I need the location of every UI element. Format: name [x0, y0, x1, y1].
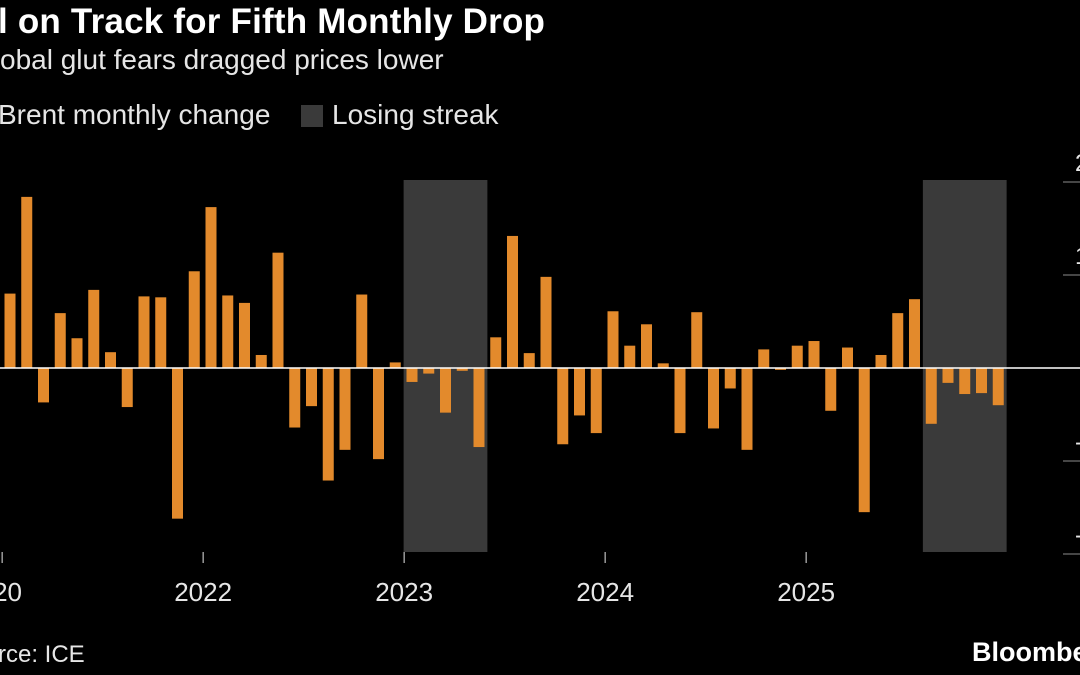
bar-2023-06 — [490, 337, 502, 368]
bar-2022-03 — [239, 302, 250, 368]
bar-2021-10 — [155, 297, 167, 368]
bloomberg-logo: Bloombe — [972, 637, 1080, 667]
bar-2021-07 — [105, 352, 116, 368]
bar-2022-06 — [289, 368, 301, 428]
bar-2025-08 — [925, 368, 937, 424]
bar-2022-04 — [255, 354, 267, 368]
chart-title: l on Track for Fifth Monthly Drop — [0, 2, 546, 41]
bar-2021-05 — [71, 338, 83, 368]
bar-2022-12 — [389, 362, 401, 368]
bar-2025-02 — [825, 368, 837, 411]
source-note: rce: ICE — [0, 641, 85, 668]
bar-2023-01 — [406, 368, 418, 382]
y-tick-label: -2 — [1075, 522, 1080, 549]
bar-2025-10 — [959, 368, 971, 395]
bar-2025-05 — [875, 354, 887, 368]
x-tick-label: 2023 — [375, 577, 433, 607]
bar-2021-11 — [172, 368, 183, 519]
bar-2021-01 — [4, 293, 16, 368]
bar-2025-09 — [942, 368, 954, 383]
bar-2022-01 — [205, 207, 217, 368]
bar-2022-11 — [373, 368, 384, 460]
bar-2024-11 — [775, 368, 786, 370]
x-tick-label: 2024 — [576, 577, 634, 607]
bar-2021-03 — [38, 368, 49, 403]
bar-2025-01 — [808, 341, 820, 368]
legend-label-monthly-change: Brent monthly change — [0, 99, 271, 130]
bar-2023-04 — [456, 368, 468, 371]
bar-2024-07 — [708, 368, 719, 429]
bar-2025-04 — [858, 368, 870, 513]
bar-2024-06 — [691, 312, 703, 368]
bar-2023-08 — [523, 353, 535, 368]
x-tick-label: 2025 — [777, 577, 835, 607]
bar-2024-01 — [607, 311, 619, 368]
losing-streak-region-1 — [403, 180, 488, 552]
bar-2023-11 — [574, 368, 585, 416]
bar-2024-03 — [641, 324, 652, 368]
bar-2023-02 — [423, 368, 435, 374]
bar-2022-07 — [306, 368, 317, 407]
legend-swatch-losing-streak — [301, 105, 323, 127]
bar-2024-04 — [657, 363, 669, 368]
bar-2025-07 — [909, 299, 920, 368]
bar-2023-07 — [507, 235, 518, 368]
bar-2025-12 — [992, 368, 1004, 406]
bar-2025-11 — [976, 368, 987, 394]
bar-2023-03 — [440, 368, 451, 413]
bar-2021-04 — [54, 313, 66, 368]
bar-2022-05 — [272, 252, 284, 368]
bar-2023-09 — [540, 276, 552, 368]
bar-2023-10 — [557, 368, 569, 445]
bar-2025-06 — [892, 313, 904, 368]
legend-label-losing-streak: Losing streak — [332, 99, 499, 130]
bar-2021-08 — [121, 368, 133, 408]
bar-2021-09 — [138, 296, 150, 368]
y-tick-label: -1 — [1075, 429, 1080, 456]
y-tick-label: 2 — [1075, 150, 1080, 177]
bar-2024-12 — [791, 345, 803, 368]
bar-2023-12 — [590, 368, 602, 434]
bar-2024-05 — [674, 368, 686, 434]
bar-2024-10 — [758, 349, 770, 368]
bar-2024-02 — [624, 345, 636, 368]
bar-2022-02 — [222, 295, 234, 368]
losing-streak-region-2 — [922, 180, 1007, 552]
bar-2022-09 — [339, 368, 351, 450]
x-tick-label: 2022 — [174, 577, 232, 607]
y-tick-label: 1 — [1075, 243, 1080, 270]
bar-2021-02 — [21, 196, 33, 368]
chart-subtitle: obal glut fears dragged prices lower — [0, 44, 444, 75]
bar-2025-03 — [842, 347, 853, 368]
bar-2021-06 — [88, 289, 100, 368]
bar-2024-09 — [741, 368, 753, 450]
bar-2024-08 — [724, 368, 736, 389]
bar-2021-12 — [188, 271, 200, 368]
bar-2022-10 — [356, 294, 368, 368]
bar-2022-08 — [322, 368, 334, 481]
bar-2023-05 — [473, 368, 485, 448]
x-tick-label: 20 — [0, 577, 22, 607]
